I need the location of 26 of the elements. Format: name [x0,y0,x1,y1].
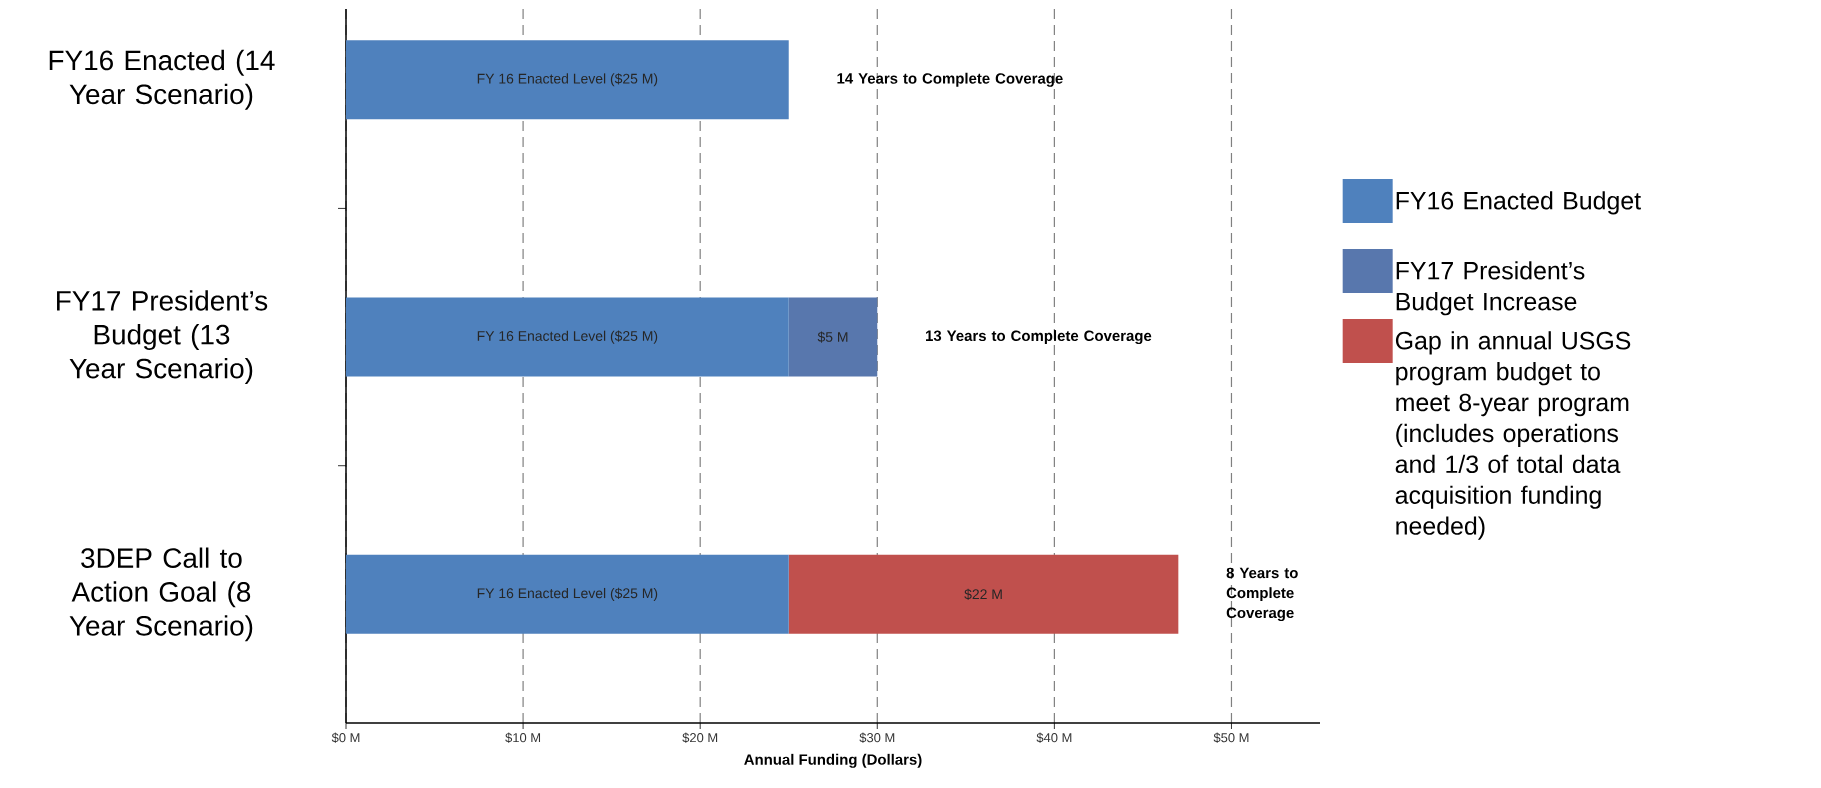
bar [788,297,878,377]
data-label: $5 M [817,331,848,343]
bar [346,40,789,120]
legend-label: FY17 President’s Budget Increase [1396,261,1585,316]
x-tick-label: $40 M [1036,732,1072,744]
legend-label: Gap in annual USGS program budget to meet 8-year program (includes operations and 1/3 of total data acquisition funding needed) [1395,331,1631,540]
data-label: $22 M [964,588,1002,600]
data-label: FY 16 Enacted Level ($25 M) [477,330,658,344]
annotation: 14 Years to Complete Coverage [837,72,1063,87]
annotation: 13 Years to Complete Coverage [926,330,1152,345]
y-tick-label: 3DEP Call to Action Goal (8 Year Scenario) [69,547,253,642]
legend-label: FY16 Enacted Budget [1396,191,1641,215]
x-tick-label: $50 M [1213,732,1249,744]
data-label: FY 16 Enacted Level ($25 M) [477,73,658,87]
x-tick-label: $10 M [505,732,541,744]
x-axis-title: Annual Funding (Dollars) [744,753,922,768]
bar [346,297,789,377]
x-tick-label: $0 M [331,732,360,744]
y-tick-label: FY16 Enacted (14 Year Scenario) [49,49,275,110]
x-tick-label: $30 M [859,732,895,744]
y-tick-label: FY17 President’s Budget (13 Year Scenario) [57,290,268,384]
annotation: 8 Years to Complete Coverage [1226,567,1298,622]
data-label: FY 16 Enacted Level ($25 M) [477,587,658,601]
bar [788,554,1179,634]
bar [346,554,789,634]
x-tick-label: $20 M [682,732,718,744]
